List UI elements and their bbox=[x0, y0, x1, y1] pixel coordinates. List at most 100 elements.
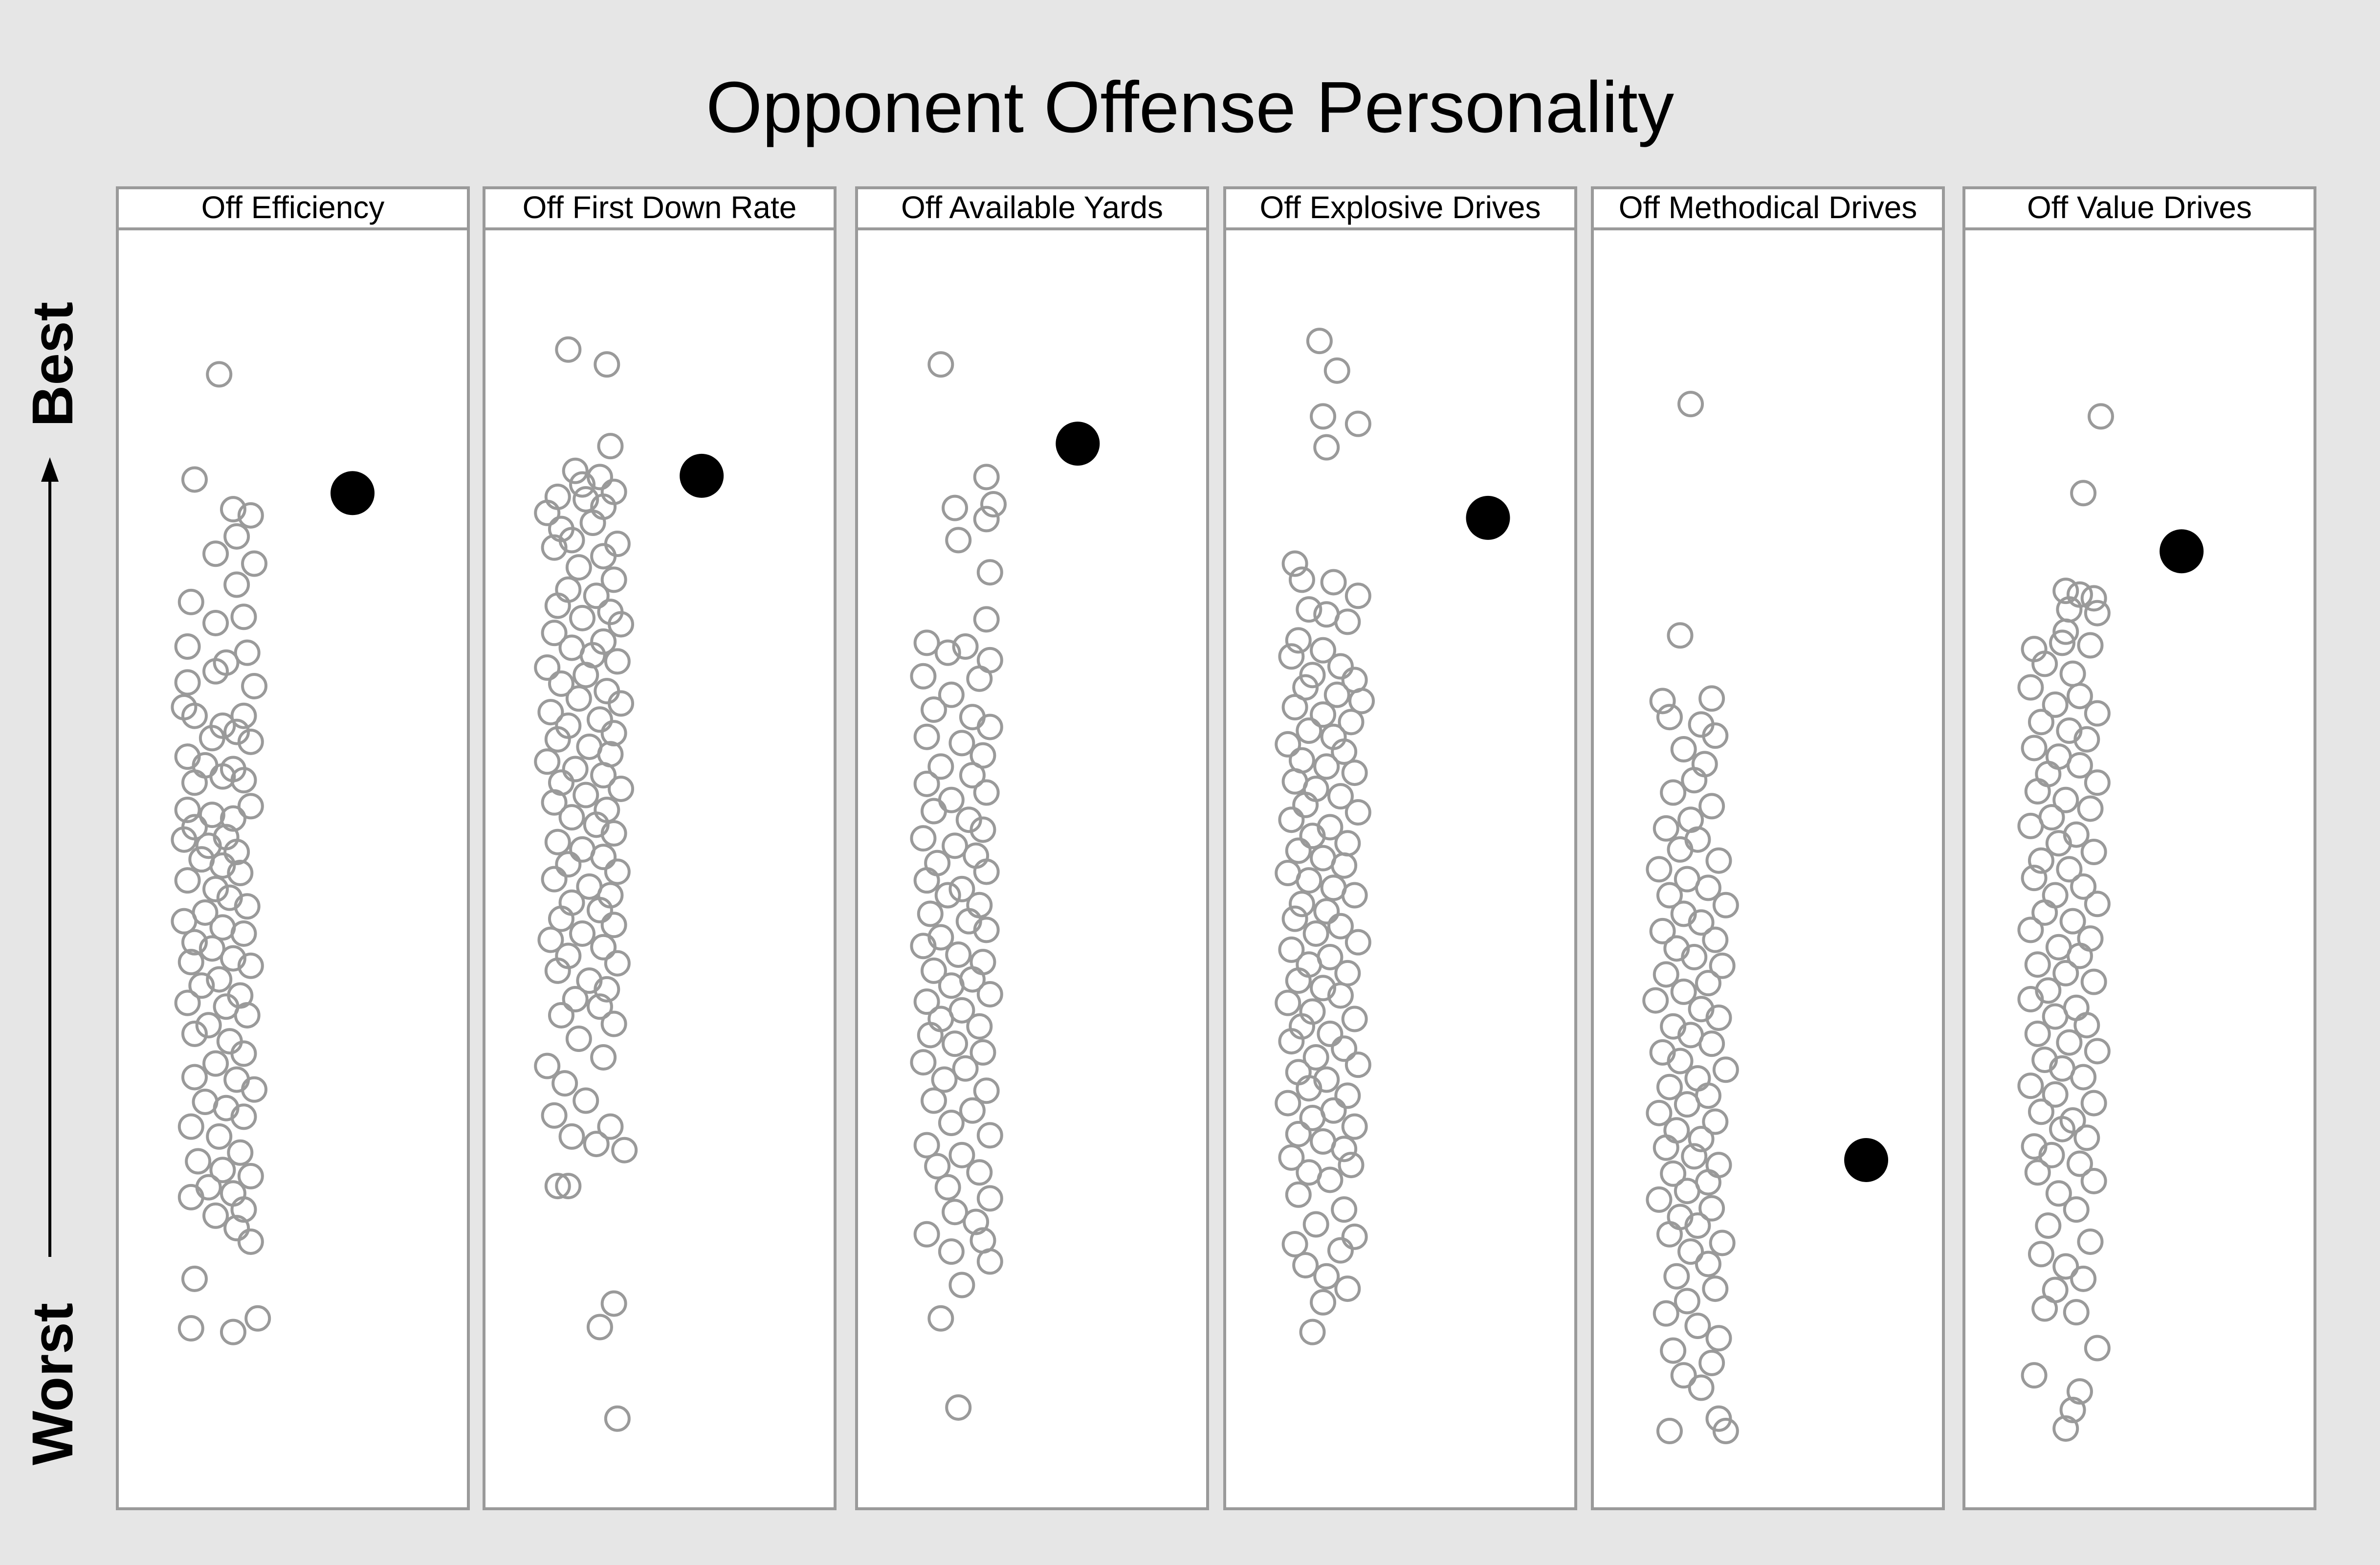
data-point bbox=[202, 1050, 229, 1077]
data-point bbox=[185, 1148, 212, 1175]
data-point bbox=[590, 543, 617, 570]
data-point bbox=[600, 820, 627, 847]
data-point bbox=[1712, 1056, 1739, 1083]
data-point bbox=[1310, 701, 1337, 728]
data-point bbox=[959, 762, 986, 789]
data-point bbox=[2021, 735, 2048, 761]
data-point bbox=[2080, 585, 2107, 612]
data-point bbox=[1667, 836, 1694, 863]
data-point bbox=[938, 1110, 965, 1137]
data-point bbox=[1306, 328, 1333, 355]
data-point bbox=[1649, 917, 1676, 944]
data-point bbox=[1296, 717, 1322, 744]
data-point bbox=[1702, 926, 1729, 953]
data-point bbox=[586, 706, 613, 733]
data-point bbox=[2070, 1064, 2097, 1091]
data-point bbox=[1317, 1020, 1344, 1047]
data-point bbox=[586, 464, 613, 491]
data-point bbox=[920, 798, 947, 825]
panel-frame bbox=[116, 186, 470, 1510]
data-point bbox=[604, 858, 631, 885]
data-point bbox=[973, 464, 1000, 491]
panel-frame bbox=[1591, 186, 1945, 1510]
data-point bbox=[198, 935, 225, 962]
data-point bbox=[942, 1030, 969, 1057]
data-point bbox=[1709, 1230, 1736, 1256]
data-point bbox=[1296, 596, 1322, 623]
highlight-point bbox=[1056, 422, 1100, 466]
data-point bbox=[558, 527, 585, 554]
data-point bbox=[2052, 618, 2079, 645]
data-point bbox=[1292, 674, 1319, 701]
panel: Off Available Yards bbox=[855, 186, 1209, 1510]
data-point bbox=[942, 1199, 969, 1226]
data-point bbox=[1327, 982, 1354, 1009]
data-point bbox=[1275, 989, 1301, 1016]
data-point bbox=[2066, 752, 2093, 779]
data-point bbox=[555, 336, 582, 363]
data-point bbox=[913, 1132, 940, 1159]
data-point bbox=[2073, 1012, 2100, 1039]
data-point bbox=[1656, 882, 1683, 909]
data-point bbox=[1663, 1263, 1690, 1290]
data-point bbox=[924, 1153, 951, 1180]
data-point bbox=[2077, 795, 2104, 822]
data-point bbox=[181, 1265, 208, 1292]
data-point bbox=[2035, 1212, 2062, 1239]
data-point bbox=[544, 726, 571, 753]
data-point bbox=[220, 1319, 246, 1345]
y-axis-label-worst: Worst bbox=[21, 1303, 85, 1465]
data-point bbox=[2027, 709, 2054, 736]
data-point bbox=[2042, 1003, 2069, 1030]
data-point bbox=[973, 1077, 1000, 1104]
data-point bbox=[2073, 1124, 2100, 1151]
data-point bbox=[920, 957, 947, 984]
data-point bbox=[1310, 1289, 1337, 1316]
data-point bbox=[234, 1002, 261, 1028]
data-point bbox=[544, 828, 571, 855]
data-point bbox=[600, 566, 627, 593]
data-point bbox=[1702, 1275, 1729, 1302]
data-point bbox=[1698, 1349, 1725, 1376]
data-point bbox=[220, 945, 246, 972]
data-point bbox=[1656, 704, 1683, 731]
data-point bbox=[541, 620, 568, 647]
data-point bbox=[181, 1020, 208, 1047]
data-point bbox=[1278, 936, 1305, 963]
data-point bbox=[1320, 569, 1347, 596]
data-point bbox=[2021, 1362, 2048, 1389]
data-point bbox=[195, 1012, 222, 1039]
data-point bbox=[920, 696, 947, 723]
data-point bbox=[541, 866, 568, 893]
data-point bbox=[534, 654, 561, 681]
data-point bbox=[1323, 681, 1350, 708]
data-point bbox=[938, 972, 965, 999]
data-point bbox=[202, 875, 229, 902]
data-point bbox=[1334, 1082, 1361, 1109]
data-point bbox=[2080, 838, 2107, 865]
data-point bbox=[534, 748, 561, 775]
data-point bbox=[1341, 882, 1368, 909]
data-point bbox=[1646, 1186, 1673, 1213]
data-point bbox=[220, 496, 246, 523]
data-point bbox=[195, 832, 222, 859]
y-axis-label-best: Best bbox=[21, 302, 85, 427]
data-point bbox=[2031, 650, 2058, 677]
data-point bbox=[1705, 1405, 1732, 1432]
data-point bbox=[1674, 1288, 1700, 1315]
data-point bbox=[1670, 978, 1697, 1005]
data-point bbox=[1285, 837, 1312, 864]
panel: Off Efficiency bbox=[116, 186, 470, 1510]
data-point bbox=[586, 1314, 613, 1341]
data-point bbox=[1341, 1113, 1368, 1140]
data-point bbox=[1660, 1160, 1687, 1187]
data-point bbox=[2021, 865, 2048, 892]
data-point bbox=[1688, 1125, 1715, 1152]
data-point bbox=[2063, 1196, 2090, 1223]
data-point bbox=[1698, 793, 1725, 820]
data-point bbox=[2027, 1098, 2054, 1125]
data-point bbox=[237, 1228, 264, 1255]
data-point bbox=[551, 1070, 578, 1097]
data-point bbox=[913, 723, 940, 750]
data-point bbox=[1278, 1144, 1305, 1171]
